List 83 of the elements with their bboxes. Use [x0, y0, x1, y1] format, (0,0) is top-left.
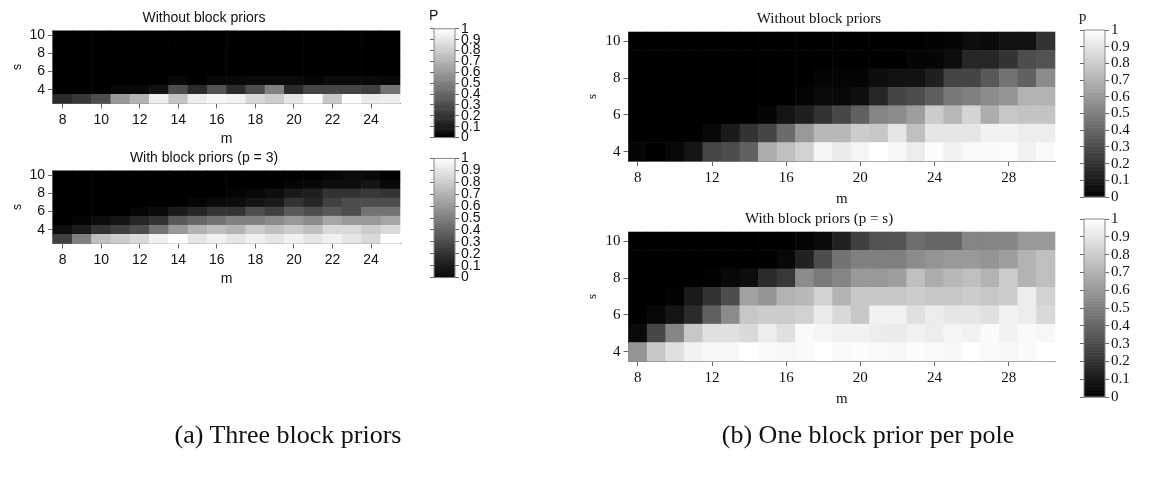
color-bar-label: 0.2 — [1111, 352, 1130, 369]
y-tick-label: 8 — [37, 184, 46, 201]
x-axis-title: m — [835, 389, 848, 406]
color-bar-label: 0.1 — [1111, 370, 1130, 387]
y-tick-label: 10 — [605, 32, 621, 49]
color-bar-label: 0.5 — [1111, 104, 1130, 121]
color-bar-label: 0.9 — [1111, 37, 1130, 54]
x-tick-label: 12 — [131, 250, 148, 267]
color-bar-label: 0.7 — [1111, 71, 1131, 88]
y-tick-label: 6 — [613, 105, 622, 122]
y-tick-label: 6 — [613, 305, 622, 322]
x-axis-title: m — [220, 270, 233, 287]
color-bar-label: 0.8 — [1111, 245, 1130, 262]
color-bar-label: 0.9 — [1111, 227, 1130, 244]
y-axis-title: s — [584, 93, 600, 100]
x-tick-label: 16 — [778, 168, 795, 185]
color-bar-label: 0 — [1111, 387, 1119, 404]
y-axis-title: s — [9, 64, 24, 71]
y-tick-label: 4 — [37, 220, 46, 237]
x-tick-label: 8 — [634, 168, 642, 185]
y-tick-label: 6 — [37, 202, 46, 219]
x-tick-label: 16 — [209, 250, 225, 267]
x-tick-label: 12 — [131, 110, 148, 127]
x-axis-title: m — [220, 130, 233, 147]
y-axis-title: s — [584, 293, 600, 300]
y-tick-label: 4 — [613, 342, 622, 359]
x-tick-label: 10 — [93, 110, 110, 127]
color-bar-label: 1 — [1111, 209, 1119, 226]
x-tick-label: 24 — [363, 110, 380, 127]
x-tick-label: 22 — [324, 250, 341, 267]
y-axis-title: s — [9, 204, 24, 211]
color-bar-label: 0.6 — [1111, 281, 1131, 298]
color-bar-label: 0.7 — [1111, 263, 1131, 280]
color-bar-label: 0.1 — [1111, 171, 1130, 188]
x-tick-label: 12 — [704, 168, 720, 185]
x-tick-label: 10 — [93, 250, 110, 267]
x-tick-label: 14 — [170, 250, 187, 267]
y-tick-label: 4 — [37, 80, 46, 97]
text: (a) Three block priors — [173, 420, 403, 450]
y-tick-label: 10 — [29, 26, 46, 43]
chart-title: Without block priors — [756, 9, 882, 26]
chart-title: With block priors (p = s) — [744, 209, 894, 227]
y-tick-label: 6 — [37, 62, 46, 79]
color-bar-label: 0 — [1111, 187, 1119, 204]
color-bar-title: p — [1079, 7, 1087, 24]
y-tick-label: 4 — [613, 142, 622, 159]
x-tick-label: 18 — [247, 250, 264, 267]
x-tick-label: 20 — [286, 250, 302, 267]
y-tick-label: 10 — [605, 232, 621, 249]
x-tick-label: 8 — [58, 250, 67, 267]
x-tick-label: 12 — [704, 368, 720, 385]
x-tick-label: 24 — [927, 368, 943, 385]
x-tick-label: 28 — [1001, 368, 1017, 385]
x-tick-label: 28 — [1001, 168, 1017, 185]
x-tick-label: 20 — [286, 110, 302, 127]
y-tick-label: 8 — [613, 269, 621, 286]
color-bar-label: 0.4 — [1111, 316, 1131, 333]
x-tick-label: 18 — [247, 110, 264, 127]
x-tick-label: 16 — [209, 110, 225, 127]
color-bar-label: 0.2 — [1111, 154, 1130, 171]
color-bar-label: 1 — [1111, 20, 1119, 37]
x-tick-label: 8 — [58, 110, 67, 127]
x-tick-label: 14 — [170, 110, 187, 127]
color-bar-label: 0.8 — [1111, 54, 1130, 71]
x-tick-label: 22 — [324, 110, 341, 127]
x-tick-label: 24 — [927, 168, 943, 185]
x-tick-label: 8 — [634, 368, 642, 385]
text: (b) One block prior per pole — [720, 420, 1016, 450]
chart-title: Without block priors — [142, 9, 266, 26]
color-bar-label: 0.3 — [1111, 334, 1130, 351]
color-bar-label: 0.6 — [1111, 87, 1131, 104]
color-bar-label: 0.5 — [1111, 298, 1130, 315]
x-tick-label: 20 — [852, 168, 868, 185]
y-tick-label: 8 — [613, 69, 621, 86]
chart-title: With block priors (p = 3) — [129, 149, 279, 166]
x-tick-label: 20 — [852, 368, 868, 385]
color-bar-label: 0.4 — [1111, 121, 1131, 138]
x-tick-label: 16 — [778, 368, 795, 385]
color-bar-title: P — [429, 7, 439, 24]
color-bar-label: 0.3 — [1111, 137, 1130, 154]
x-axis-title: m — [835, 189, 848, 206]
y-tick-label: 8 — [37, 44, 46, 61]
x-tick-label: 24 — [363, 250, 380, 267]
